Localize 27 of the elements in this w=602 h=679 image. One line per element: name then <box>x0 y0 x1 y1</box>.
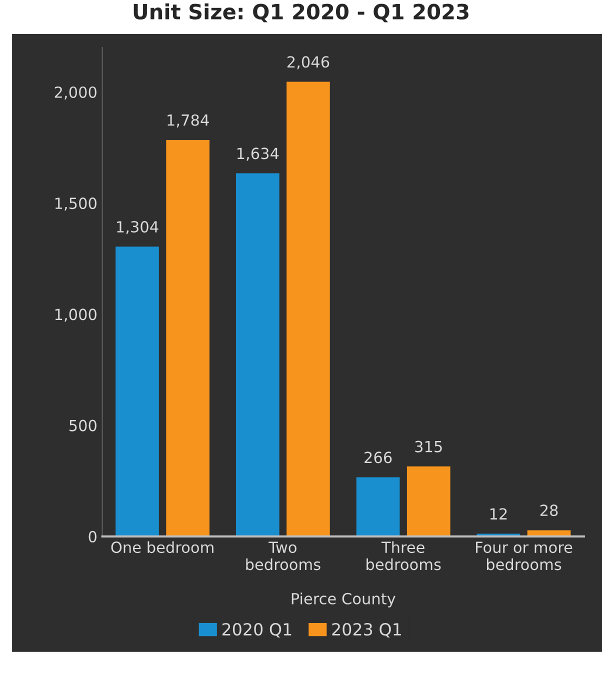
y-tick-label: 2,000 <box>54 86 96 100</box>
data-label: 315 <box>415 440 442 452</box>
legend-label: 2020 Q1 <box>222 623 292 638</box>
y-tick-label: 500 <box>69 420 96 432</box>
x-tick-label: Three bedrooms <box>366 541 441 570</box>
data-label: 1,304 <box>117 221 158 234</box>
x-tick-label: Two bedrooms <box>246 542 320 570</box>
bar <box>406 466 450 536</box>
legend-label: 2023 Q1 <box>332 623 401 638</box>
data-label: 1,634 <box>237 148 279 161</box>
x-axis-title: Pierce County <box>292 592 396 608</box>
y-tick-label: 1,500 <box>55 198 96 211</box>
x-tick-label: One bedroom <box>111 541 214 554</box>
data-label: 12 <box>490 508 507 520</box>
data-label: 266 <box>364 452 392 464</box>
bar <box>286 82 330 536</box>
bar <box>356 477 400 536</box>
data-label: 1,784 <box>168 114 209 128</box>
data-label: 2,046 <box>287 56 330 70</box>
data-label: 28 <box>540 504 558 516</box>
chart-title: Unit Size: Q1 2020 - Q1 2023 <box>134 3 468 22</box>
bar <box>236 173 280 536</box>
x-tick-label: Four or more bedrooms <box>476 542 572 570</box>
y-tick-label: 0 <box>88 530 96 542</box>
y-tick-label: 1,000 <box>55 308 96 322</box>
bar <box>166 140 210 536</box>
bar <box>116 246 159 536</box>
